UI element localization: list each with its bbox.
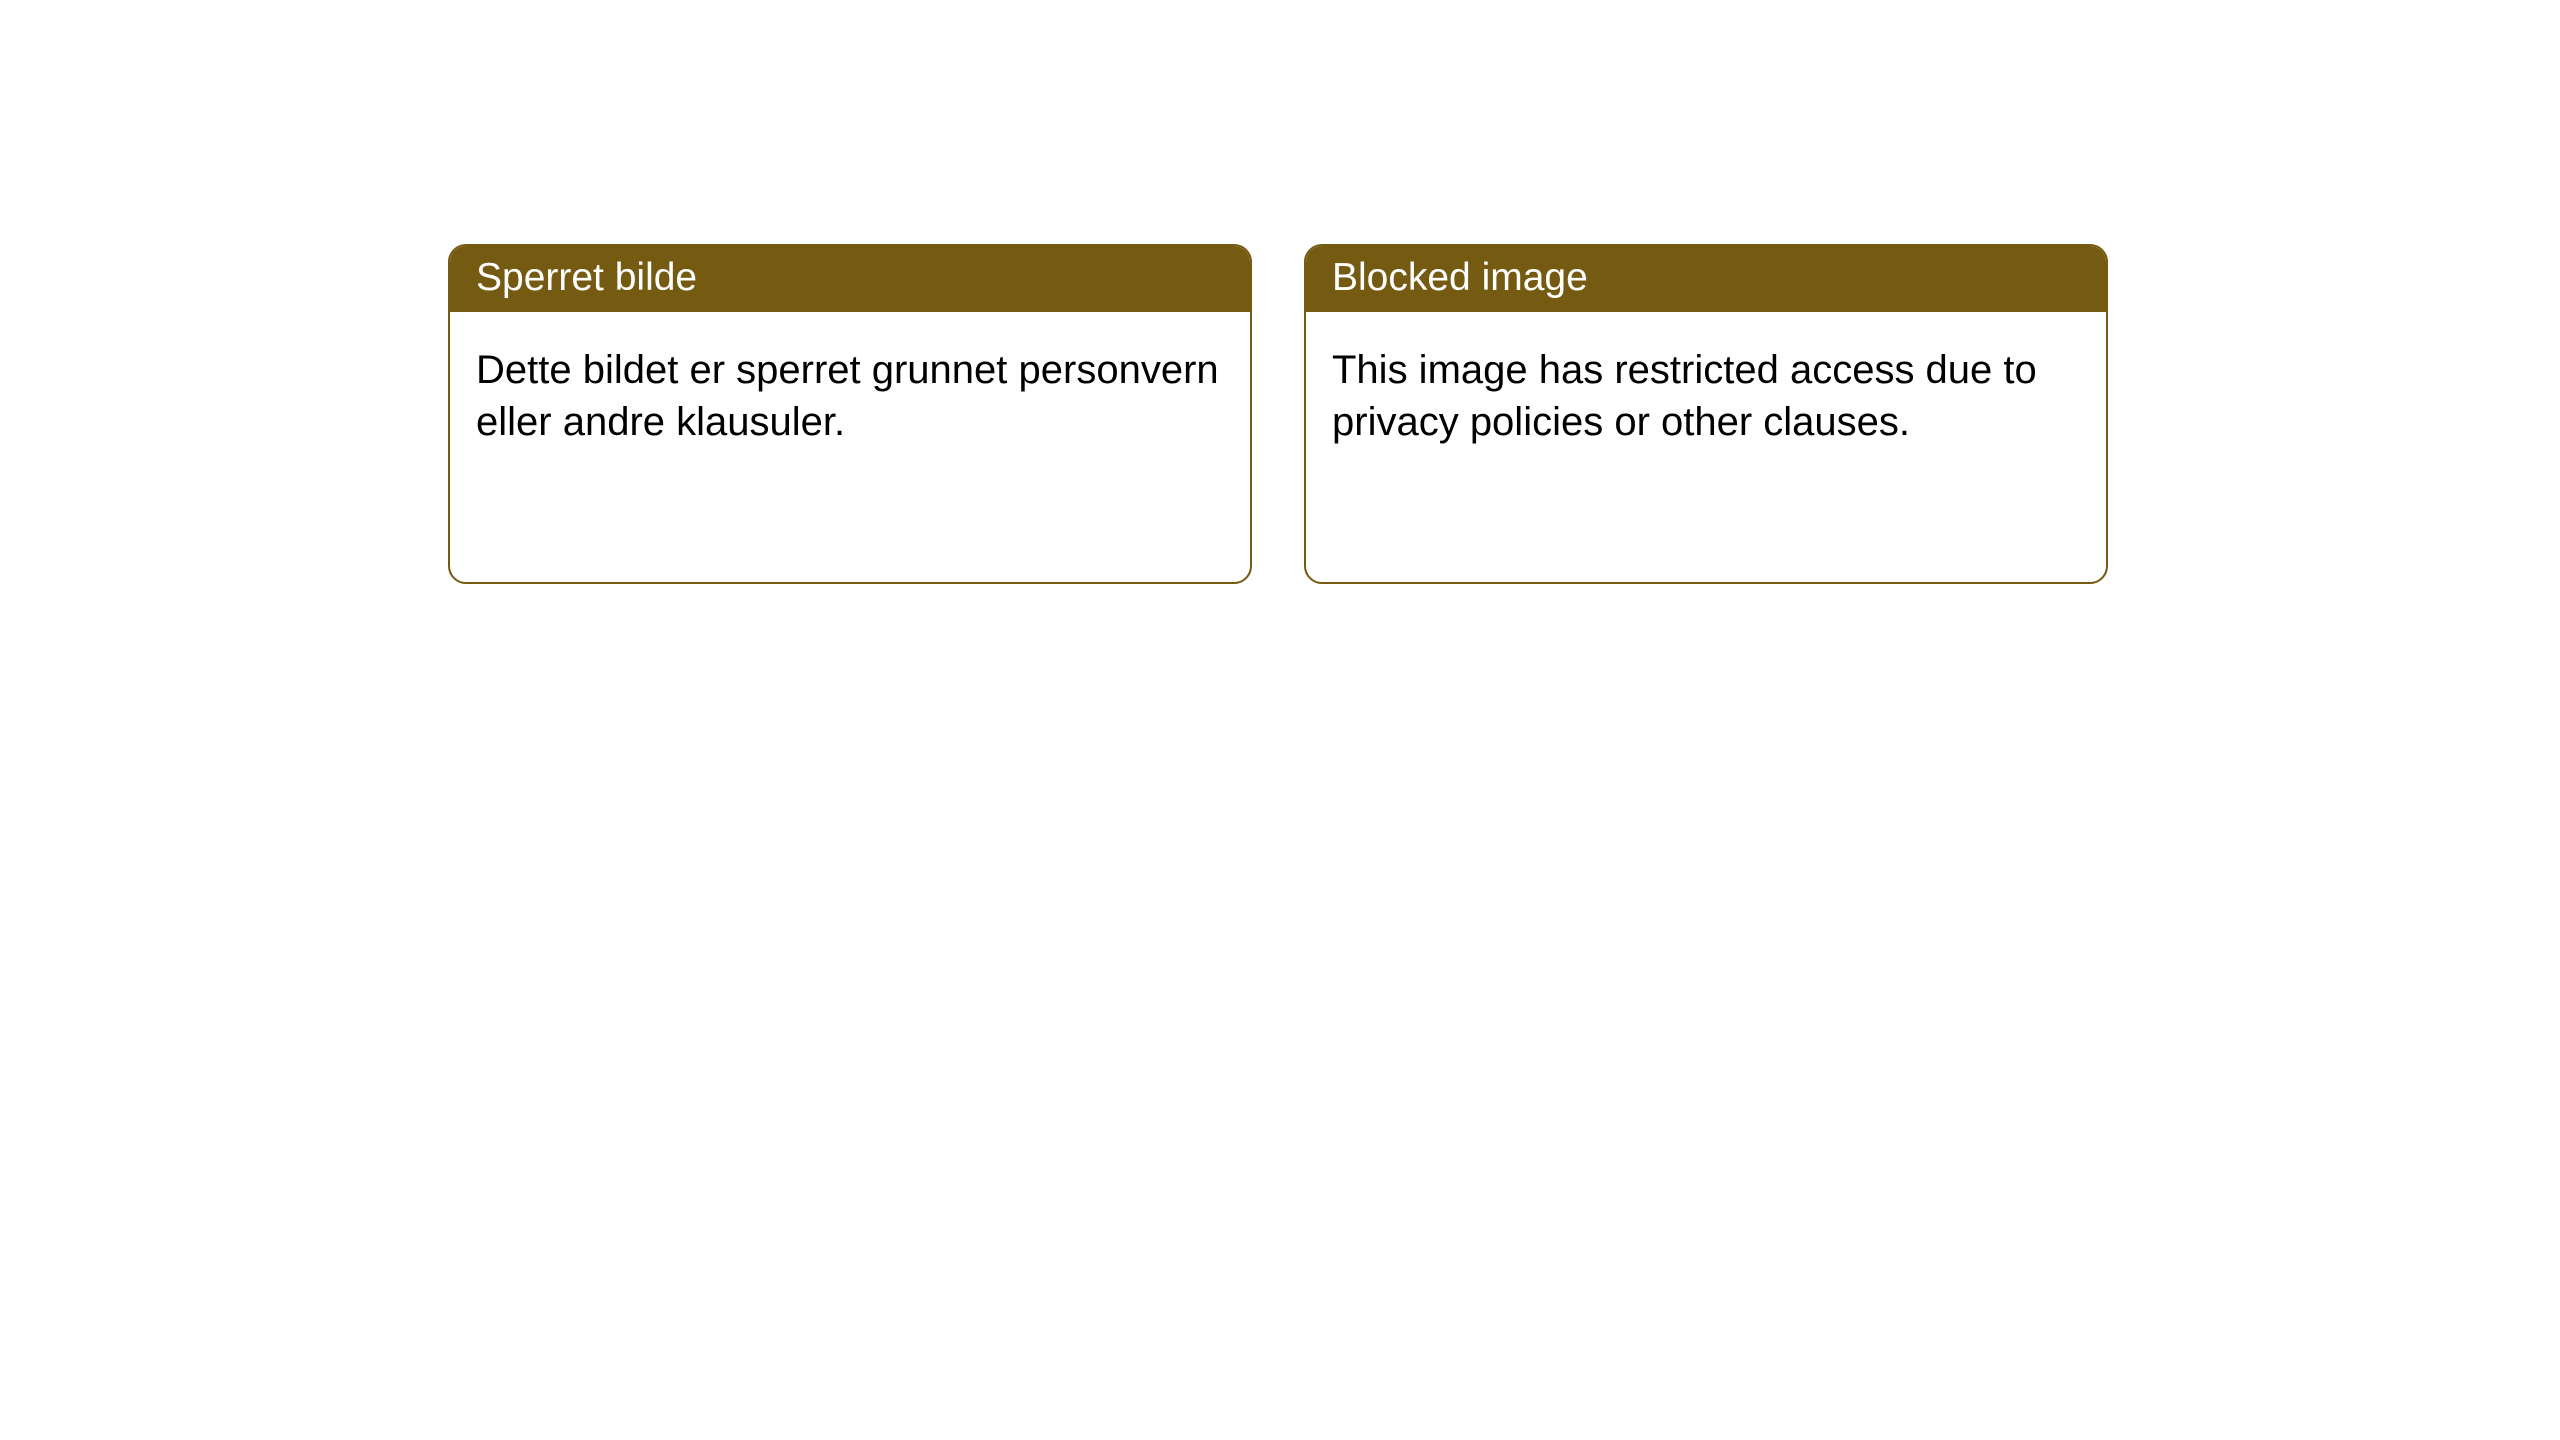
notice-body-english: This image has restricted access due to … bbox=[1306, 312, 2106, 582]
notice-header-english: Blocked image bbox=[1306, 246, 2106, 312]
notice-card-english: Blocked image This image has restricted … bbox=[1304, 244, 2108, 584]
notice-container: Sperret bilde Dette bildet er sperret gr… bbox=[0, 0, 2560, 584]
notice-header-norwegian: Sperret bilde bbox=[450, 246, 1250, 312]
notice-card-norwegian: Sperret bilde Dette bildet er sperret gr… bbox=[448, 244, 1252, 584]
notice-body-norwegian: Dette bildet er sperret grunnet personve… bbox=[450, 312, 1250, 582]
